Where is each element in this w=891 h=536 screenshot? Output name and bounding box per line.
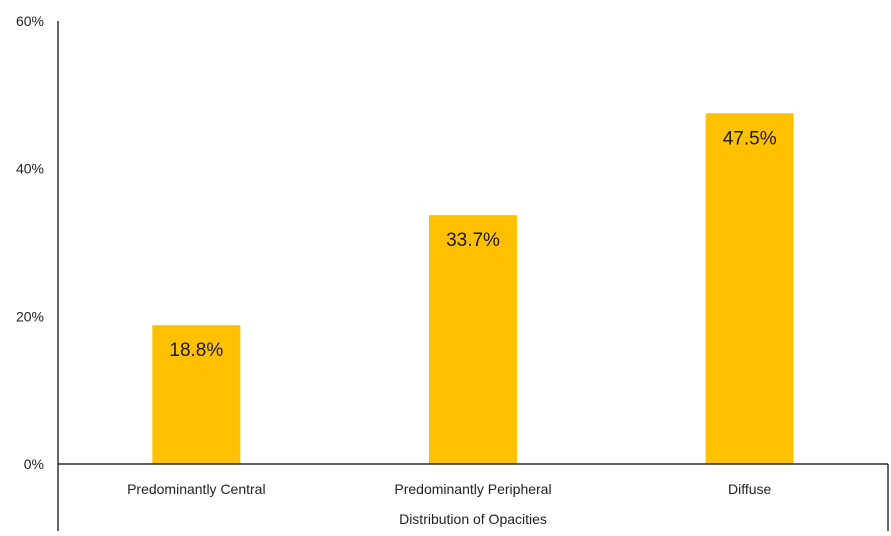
bar — [152, 325, 241, 464]
bar-value-label: 33.7% — [446, 230, 500, 251]
x-category-label: Predominantly Peripheral — [394, 481, 551, 497]
y-axis: 0% 20% 40% 60% — [16, 13, 59, 531]
y-tick-label: 0% — [24, 456, 44, 472]
bars: 18.8% 33.7% 47.5% — [152, 113, 794, 465]
y-tick-label: 60% — [16, 13, 44, 29]
x-category-label: Diffuse — [728, 481, 772, 497]
x-axis: Predominantly Central Predominantly Perip… — [58, 463, 889, 531]
x-category-label: Predominantly Central — [127, 481, 266, 497]
bar-value-label: 47.5% — [723, 128, 777, 149]
bar — [429, 215, 517, 464]
bar-value-label: 18.8% — [169, 340, 223, 361]
y-tick-label: 20% — [16, 308, 44, 324]
y-tick-label: 40% — [16, 161, 44, 177]
x-axis-title: Distribution of Opacities — [399, 511, 547, 527]
bar — [705, 113, 794, 465]
